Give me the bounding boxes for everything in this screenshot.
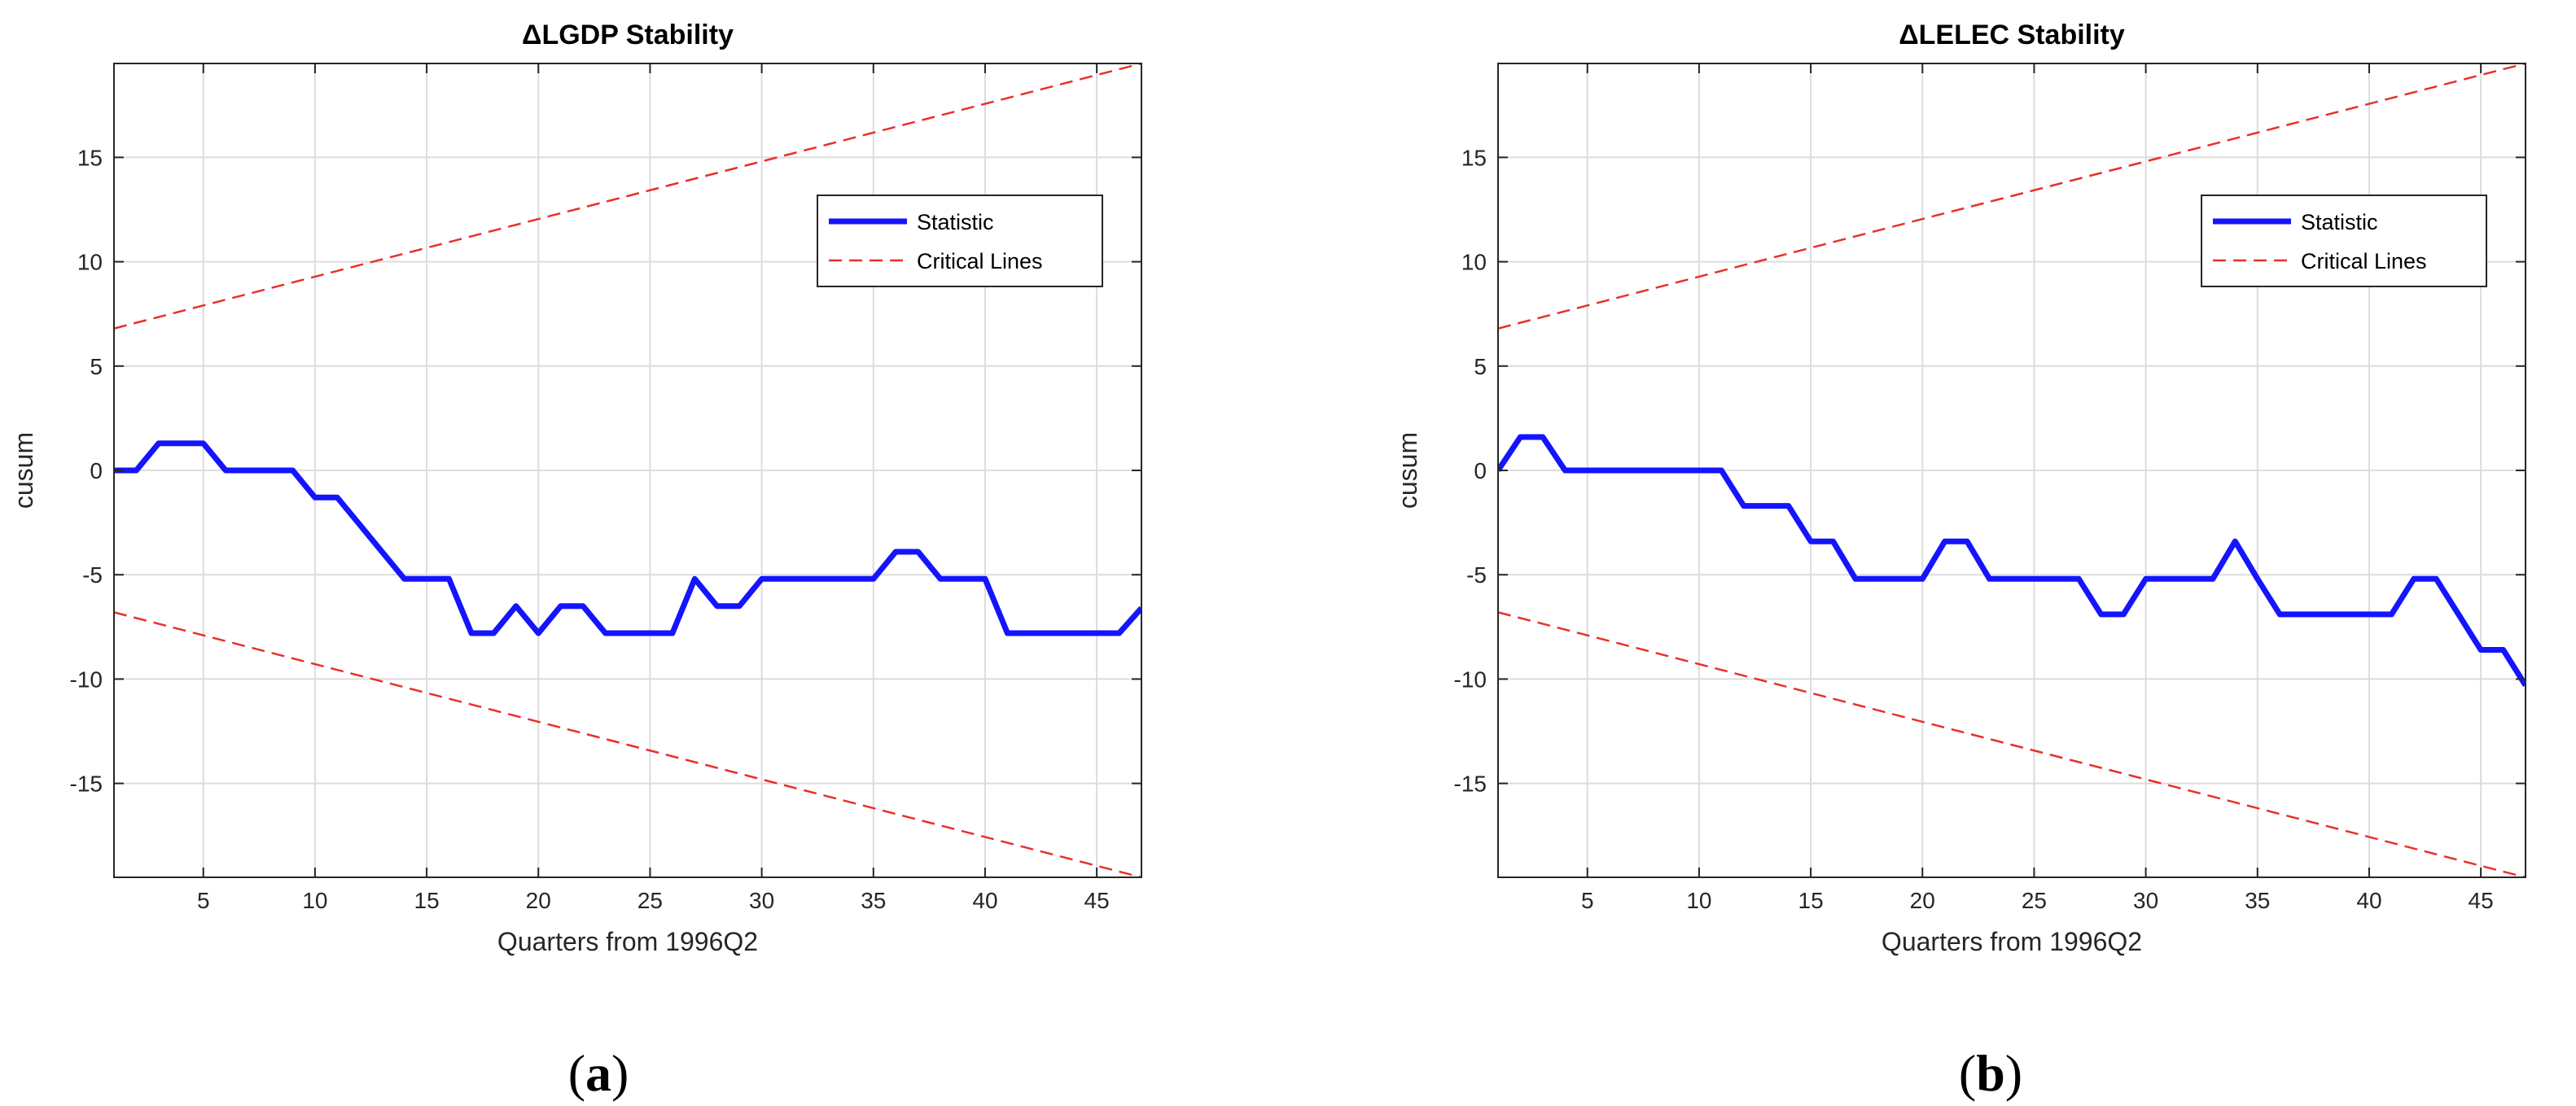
caption-letter: a xyxy=(585,1044,611,1102)
caption-close: ) xyxy=(2005,1044,2022,1102)
x-tick-label: 30 xyxy=(749,888,774,913)
x-tick-label: 15 xyxy=(1798,888,1824,913)
chart-title: ΔLELEC Stability xyxy=(1899,20,2125,50)
x-tick-label: 35 xyxy=(861,888,886,913)
legend-statistic-label: Statistic xyxy=(917,210,994,234)
y-tick-label: -15 xyxy=(1454,772,1487,797)
x-tick-label: 10 xyxy=(302,888,327,913)
caption-close: ) xyxy=(611,1044,629,1102)
chart-panel-b: 5 10 15 20 25 30 35 40 45 15 10 5 0 -5 -10 -15 ΔLELEC St… xyxy=(1393,20,2526,1102)
y-tick-label: 5 xyxy=(1474,354,1487,379)
x-tick-label: 25 xyxy=(637,888,663,913)
critical-line-upper xyxy=(1498,63,2526,330)
chart-title: ΔLGDP Stability xyxy=(522,20,734,50)
y-tick-label: 5 xyxy=(90,354,103,379)
x-tick-label: 30 xyxy=(2133,888,2158,913)
y-axis-label: cusum xyxy=(9,432,38,509)
legend: Statistic Critical Lines xyxy=(2201,195,2487,287)
x-axis-label: Quarters from 1996Q2 xyxy=(1882,927,2142,956)
legend-box xyxy=(817,195,1103,287)
y-tick-label: -5 xyxy=(82,562,103,588)
caption-letter: b xyxy=(1976,1044,2005,1102)
x-tick-label: 40 xyxy=(2356,888,2381,913)
y-tick-label: 15 xyxy=(77,145,103,170)
x-axis-label: Quarters from 1996Q2 xyxy=(497,927,758,956)
critical-line-upper xyxy=(114,63,1141,330)
statistic-line xyxy=(1498,434,2526,687)
caption-open: ( xyxy=(1959,1044,1976,1102)
chart-panel-a: 5 10 15 20 25 30 35 40 45 15 10 5 0 -5 -10 -15 ΔLGDP Sta… xyxy=(9,20,1142,1102)
x-tick-label: 35 xyxy=(2245,888,2270,913)
x-tick-label: 45 xyxy=(1084,888,1110,913)
critical-line-lower xyxy=(114,611,1141,877)
y-axis-label: cusum xyxy=(1393,432,1422,509)
x-tick-label: 45 xyxy=(2469,888,2494,913)
x-tick-label: 10 xyxy=(1686,888,1711,913)
x-tick-label: 20 xyxy=(1910,888,1935,913)
x-tick-label: 40 xyxy=(972,888,997,913)
x-tick-label: 20 xyxy=(526,888,551,913)
legend-box xyxy=(2201,195,2487,287)
x-tick-label: 25 xyxy=(2022,888,2047,913)
y-tick-label: 0 xyxy=(90,458,103,483)
panel-caption: (b) xyxy=(1959,1044,2022,1102)
legend-statistic-label: Statistic xyxy=(2301,210,2378,234)
y-tick-label: 10 xyxy=(1461,250,1487,275)
statistic-line xyxy=(114,440,1141,636)
legend: Statistic Critical Lines xyxy=(817,195,1103,287)
y-tick-label: 0 xyxy=(1474,458,1487,483)
x-tick-label: 15 xyxy=(414,888,440,913)
y-tick-label: -10 xyxy=(1454,667,1487,692)
legend-critical-label: Critical Lines xyxy=(2301,249,2427,273)
y-tick-label: -10 xyxy=(70,667,103,692)
panel-caption: (a) xyxy=(568,1044,629,1102)
legend-critical-label: Critical Lines xyxy=(917,249,1043,273)
x-tick-label: 5 xyxy=(197,888,210,913)
caption-open: ( xyxy=(568,1044,585,1102)
y-tick-label: -5 xyxy=(1466,562,1487,588)
x-tick-label: 5 xyxy=(1581,888,1594,913)
y-tick-label: -15 xyxy=(70,772,103,797)
y-tick-label: 10 xyxy=(77,250,103,275)
y-tick-label: 15 xyxy=(1461,145,1487,170)
critical-line-lower xyxy=(1498,611,2526,877)
